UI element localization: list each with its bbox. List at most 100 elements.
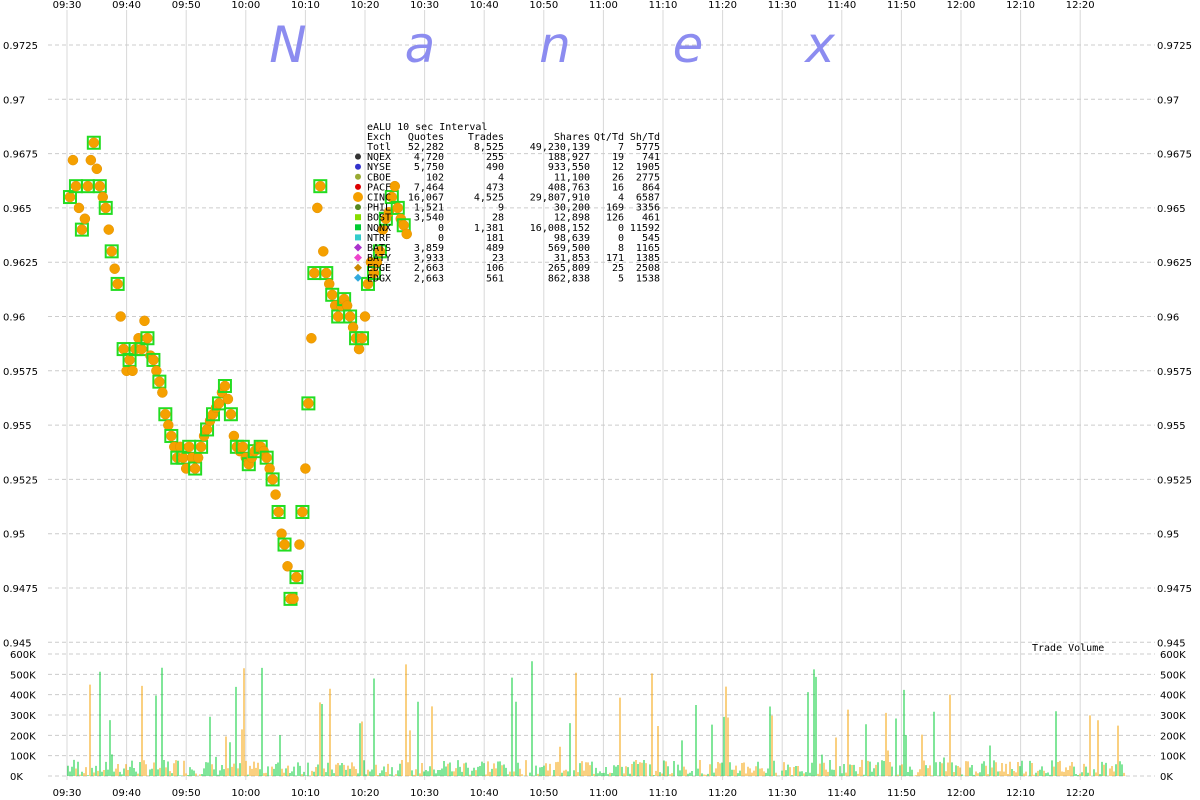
legend-cell: NQEX xyxy=(367,152,391,163)
price-tick-label-right: 0.96 xyxy=(1157,313,1179,324)
cinc-trade-point xyxy=(303,398,314,409)
legend-header: Qt/Td xyxy=(594,132,624,143)
legend-cell: 3,540 xyxy=(414,213,444,224)
price-tick-label-left: 0.97 xyxy=(3,95,25,106)
legend-cell: 255 xyxy=(486,152,504,163)
legend-cell: 7 xyxy=(618,142,624,153)
legend-cell: 31,853 xyxy=(554,253,590,264)
cinc-trade-point xyxy=(67,154,79,166)
legend-cell: 23 xyxy=(492,253,504,264)
legend-cell: 1538 xyxy=(636,273,660,284)
price-tick-label-right: 0.965 xyxy=(1157,204,1186,215)
nqnx-trade-marker xyxy=(158,407,173,422)
nqnx-trade-marker xyxy=(140,331,155,346)
legend-marker xyxy=(355,214,361,221)
legend-cell: 864 xyxy=(642,182,660,193)
price-tick-label-right: 0.9525 xyxy=(1157,475,1192,486)
volume-tick-label-left: 200K xyxy=(10,731,36,742)
nqnx-trade-marker xyxy=(188,461,203,476)
cinc-trade-point xyxy=(309,267,320,279)
nqnx-trade-marker xyxy=(343,309,358,324)
volume-tick-label-right: 300K xyxy=(1160,711,1186,722)
x-tick-label-bottom: 10:40 xyxy=(470,788,499,799)
legend-cell: 490 xyxy=(486,162,504,173)
price-tick-label-right: 0.9675 xyxy=(1157,150,1192,161)
legend-cell: 408,763 xyxy=(548,182,590,193)
x-tick-label-bottom: 11:20 xyxy=(708,788,737,799)
nqnx-trade-marker xyxy=(223,407,238,422)
cinc-trade-point xyxy=(401,228,412,240)
legend-cell: 11,100 xyxy=(554,172,590,183)
legend-cell: 28 xyxy=(492,213,504,224)
legend-cell: 0 xyxy=(618,233,624,244)
price-tick-label-left: 0.95 xyxy=(3,530,25,541)
cinc-trade-point xyxy=(127,365,138,377)
cinc-trade-point xyxy=(300,463,311,474)
legend-cell: 1165 xyxy=(636,243,660,254)
legend-marker xyxy=(353,192,363,202)
price-tick-label-right: 0.945 xyxy=(1157,638,1186,649)
cinc-trade-point xyxy=(160,408,171,420)
cinc-trade-point xyxy=(64,191,76,203)
x-tick-label-bottom: 12:10 xyxy=(1006,788,1035,799)
x-tick-label-bottom: 09:30 xyxy=(53,788,82,799)
legend-header: Quotes xyxy=(408,132,444,143)
x-tick-label-top: 10:40 xyxy=(470,0,499,11)
nqnx-trade-marker xyxy=(355,331,370,346)
legend-marker xyxy=(355,234,361,241)
price-tick-label-left: 0.965 xyxy=(3,204,32,215)
x-tick-label-bottom: 10:50 xyxy=(529,788,558,799)
cinc-trade-point xyxy=(115,311,126,322)
legend-cell: 2,663 xyxy=(414,263,444,274)
price-tick-label-right: 0.9575 xyxy=(1157,367,1192,378)
legend-title: eALU 10 sec Interval xyxy=(367,122,487,133)
cinc-trade-point xyxy=(76,224,88,235)
cinc-trade-point xyxy=(237,441,249,453)
cinc-trade-point xyxy=(318,246,329,257)
cinc-trade-point xyxy=(177,452,189,463)
x-axis-ticks: 09:30 09:30 09:40 09:40 09:50 09:50 10:00 10:00… xyxy=(53,0,1095,799)
x-tick-label-top: 10:30 xyxy=(410,0,439,11)
legend-cell: 741 xyxy=(642,152,660,163)
legend-cell: 4,525 xyxy=(474,193,504,204)
nqnx-trade-marker xyxy=(146,352,161,367)
cinc-trade-point xyxy=(219,380,231,392)
legend-cell: CBOE xyxy=(367,172,391,183)
legend-cell: 265,809 xyxy=(548,263,590,274)
price-tick-label-right: 0.95 xyxy=(1157,530,1179,541)
price-tick-label-right: 0.955 xyxy=(1157,421,1186,432)
x-tick-label-bottom: 09:40 xyxy=(112,788,141,799)
nqnx-trade-marker xyxy=(86,135,101,150)
legend-cell: 0 xyxy=(438,223,444,234)
watermark-letter: x xyxy=(803,16,835,74)
price-tick-label-left: 0.9475 xyxy=(3,584,38,595)
volume-tick-label-left: 500K xyxy=(10,670,36,681)
cinc-trade-point xyxy=(157,387,168,398)
x-tick-label-top: 11:10 xyxy=(649,0,678,11)
cinc-trade-point xyxy=(154,376,165,387)
price-tick-label-left: 0.9575 xyxy=(3,367,38,378)
x-tick-label-bottom: 10:30 xyxy=(410,788,439,799)
legend-cell: 461 xyxy=(642,213,660,224)
legend-cell: 0 xyxy=(618,223,624,234)
cinc-trade-point xyxy=(70,180,82,192)
x-tick-label-bottom: 11:40 xyxy=(827,788,856,799)
cinc-trade-point xyxy=(288,593,299,605)
cinc-trade-point xyxy=(276,528,287,539)
cinc-trade-point xyxy=(356,332,368,344)
legend-cell: 2775 xyxy=(636,172,660,183)
legend-cell: 11592 xyxy=(630,223,660,234)
x-tick-label-bottom: 11:50 xyxy=(887,788,916,799)
x-tick-label-top: 12:20 xyxy=(1066,0,1095,11)
x-tick-label-bottom: 12:00 xyxy=(947,788,976,799)
nqnx-trade-marker xyxy=(372,244,387,259)
nqnx-trade-marker xyxy=(110,276,125,291)
legend-cell: 5775 xyxy=(636,142,660,153)
cinc-trade-point xyxy=(323,278,335,290)
x-tick-label-bottom: 10:10 xyxy=(291,788,320,799)
legend-cell: 473 xyxy=(486,182,504,193)
cinc-trade-point xyxy=(136,343,147,355)
